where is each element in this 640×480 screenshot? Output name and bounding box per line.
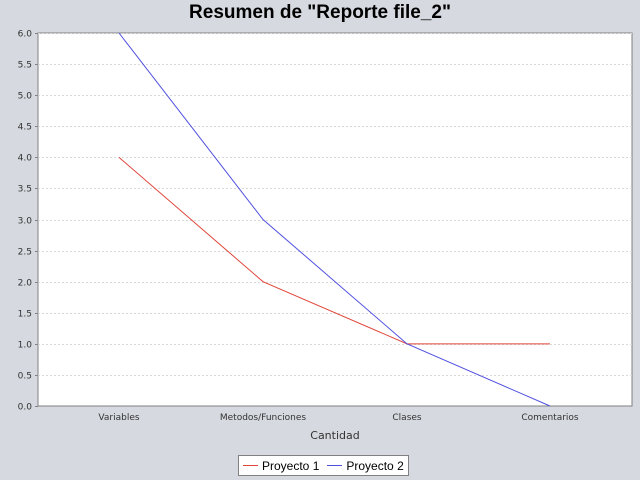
x-tick-label: Clases xyxy=(392,413,422,423)
axes: 0.0 0.5 1.0 1.5 2.0 2.5 3.0 3.5 4.0 4.5 5.0 5.5 6.0 V… xyxy=(18,30,579,424)
y-tick-label: 5.5 xyxy=(18,61,32,71)
y-tick-label: 2.0 xyxy=(18,279,33,289)
y-tick-label: 1.0 xyxy=(18,341,33,351)
legend-item: Proyecto 1 xyxy=(241,459,319,473)
y-tick-label: 3.5 xyxy=(18,185,32,195)
legend-swatch xyxy=(243,465,258,466)
series-lines xyxy=(118,32,551,407)
legend-label: Proyecto 1 xyxy=(262,458,320,473)
legend-item: Proyecto 2 xyxy=(325,458,404,473)
series-line-2 xyxy=(118,32,551,407)
y-tick-label: 0.0 xyxy=(18,403,33,413)
x-tick-label: Metodos/Funciones xyxy=(220,413,307,423)
plot-area xyxy=(37,32,633,407)
y-tick-label: 6.0 xyxy=(18,30,33,40)
legend-label: Proyecto 2 xyxy=(346,458,404,473)
y-tick-label: 1.5 xyxy=(18,310,32,320)
x-axis-title: Cantidad xyxy=(310,429,359,442)
legend-swatch xyxy=(327,465,343,466)
series-line-1 xyxy=(118,156,550,345)
y-tick-label: 3.0 xyxy=(18,217,33,227)
legend: Proyecto 1 Proyecto 2 xyxy=(238,455,409,476)
y-tick-label: 4.0 xyxy=(18,154,33,164)
y-tick-label: 5.0 xyxy=(18,92,33,102)
y-tick-label: 0.5 xyxy=(18,372,32,382)
chart-title: Resumen de "Reporte file_2" xyxy=(189,2,451,23)
x-tick-label: Variables xyxy=(98,413,139,423)
y-tick-label: 4.5 xyxy=(18,123,32,133)
grid-lines xyxy=(38,33,632,376)
x-tick-label: Comentarios xyxy=(521,413,579,423)
y-tick-label: 2.5 xyxy=(18,248,32,258)
